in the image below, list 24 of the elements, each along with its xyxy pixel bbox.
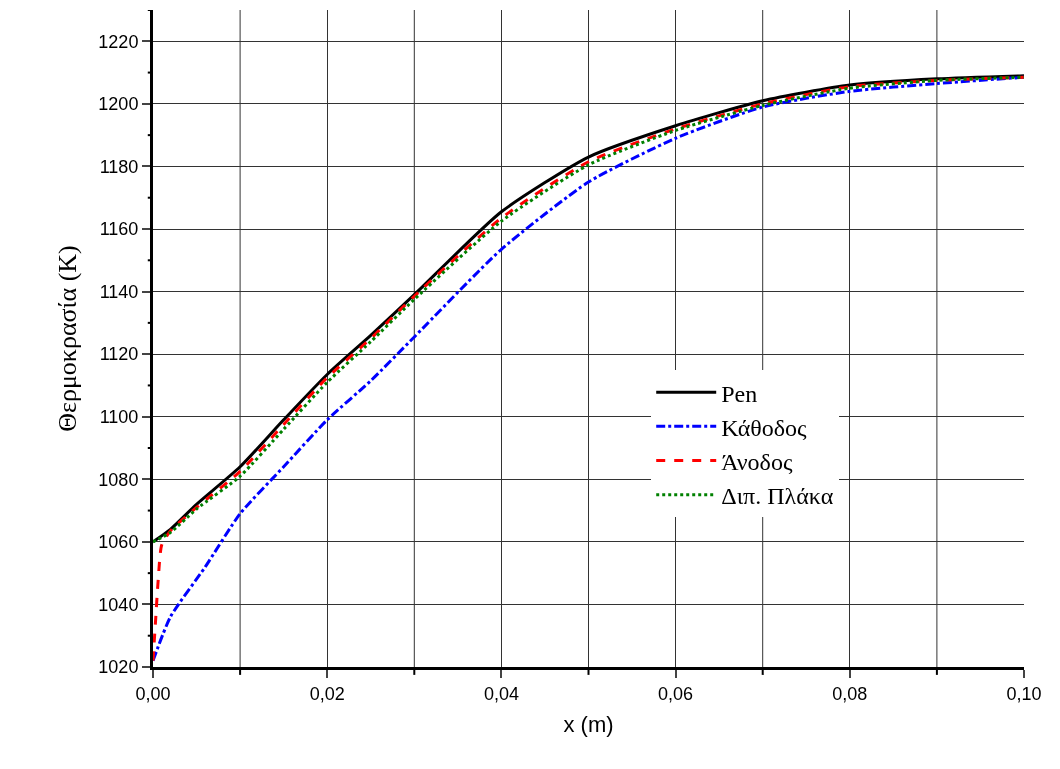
legend-label: Διπ. Πλάκα [721, 483, 834, 510]
y-tick-label: 1020 [98, 657, 139, 678]
x-tick-label: 0,02 [309, 683, 345, 704]
x-tick-label: 0,06 [658, 683, 694, 704]
y-axis-title: Θερμοκρασία (K) [52, 245, 82, 432]
y-tick-label: 1200 [98, 94, 139, 115]
y-tick-label: 1220 [98, 31, 139, 52]
x-tick-label: 0,00 [135, 683, 171, 704]
x-tick-label: 0,10 [1006, 683, 1042, 704]
x-tick-label: 0,04 [483, 683, 519, 704]
y-tick-label: 1120 [99, 344, 139, 365]
legend-label: Άνοδος [721, 448, 793, 475]
y-tick-label: 1040 [98, 594, 139, 615]
y-tick-label: 1160 [99, 219, 139, 240]
y-tick-label: 1180 [99, 156, 139, 177]
y-tick-label: 1060 [98, 532, 139, 553]
y-tick-label: 1100 [99, 407, 139, 428]
line-series [153, 75, 1024, 663]
x-tick-label: 0,08 [832, 683, 868, 704]
x-axis-title: x (m) [563, 712, 614, 738]
legend-label: Pen [721, 380, 758, 407]
legend-label: Κάθοδος [721, 414, 808, 441]
y-tick-label: 1140 [99, 281, 139, 302]
y-tick-label: 1080 [98, 469, 139, 490]
